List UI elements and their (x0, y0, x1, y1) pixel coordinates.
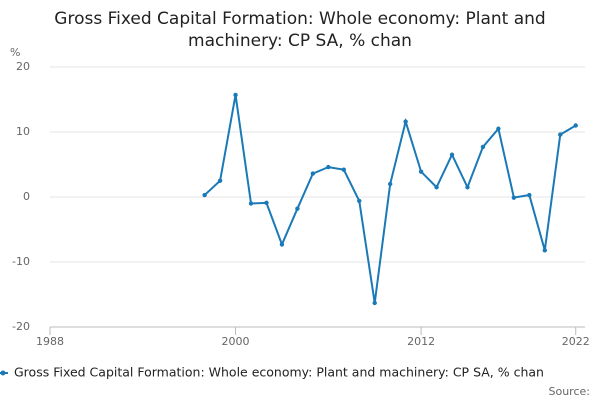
x-tick-label: 2012 (407, 335, 435, 348)
y-tick-label: -10 (12, 255, 30, 268)
data-point (295, 206, 300, 211)
y-tick-label: 20 (16, 60, 30, 73)
data-point (403, 119, 408, 124)
legend-marker (0, 370, 6, 376)
data-point (387, 181, 393, 187)
legend-label: Gross Fixed Capital Formation: Whole eco… (14, 365, 544, 380)
data-point (573, 123, 578, 128)
data-point (341, 167, 346, 172)
x-tick-label: 2022 (562, 335, 590, 348)
x-tick-label: 1988 (36, 335, 64, 348)
data-point (418, 169, 424, 174)
data-point (527, 192, 532, 198)
data-point (248, 201, 254, 206)
data-point (372, 300, 377, 306)
chart-title: Gross Fixed Capital Formation: Whole eco… (54, 9, 546, 51)
data-point (542, 248, 547, 253)
data-point (480, 144, 486, 150)
source: Source: (549, 385, 591, 398)
data-point (279, 242, 285, 247)
data-point (434, 185, 439, 190)
data-point (558, 132, 563, 137)
data-point (465, 185, 470, 190)
data-point (310, 171, 316, 176)
series-line (203, 94, 577, 304)
data-point (326, 164, 331, 170)
y-tick-label: -20 (12, 320, 30, 333)
data-point (511, 195, 517, 200)
data-point (202, 192, 207, 198)
data-point (233, 92, 238, 98)
data-point (264, 200, 269, 206)
x-tick-label: 2000 (222, 335, 250, 348)
data-point (496, 126, 501, 131)
y-axis-label: % (10, 46, 20, 59)
y-tick-label: 10 (16, 125, 30, 138)
y-tick-label: 0 (23, 190, 30, 203)
data-point (357, 198, 362, 204)
data-point (217, 178, 223, 183)
data-point (449, 152, 455, 157)
